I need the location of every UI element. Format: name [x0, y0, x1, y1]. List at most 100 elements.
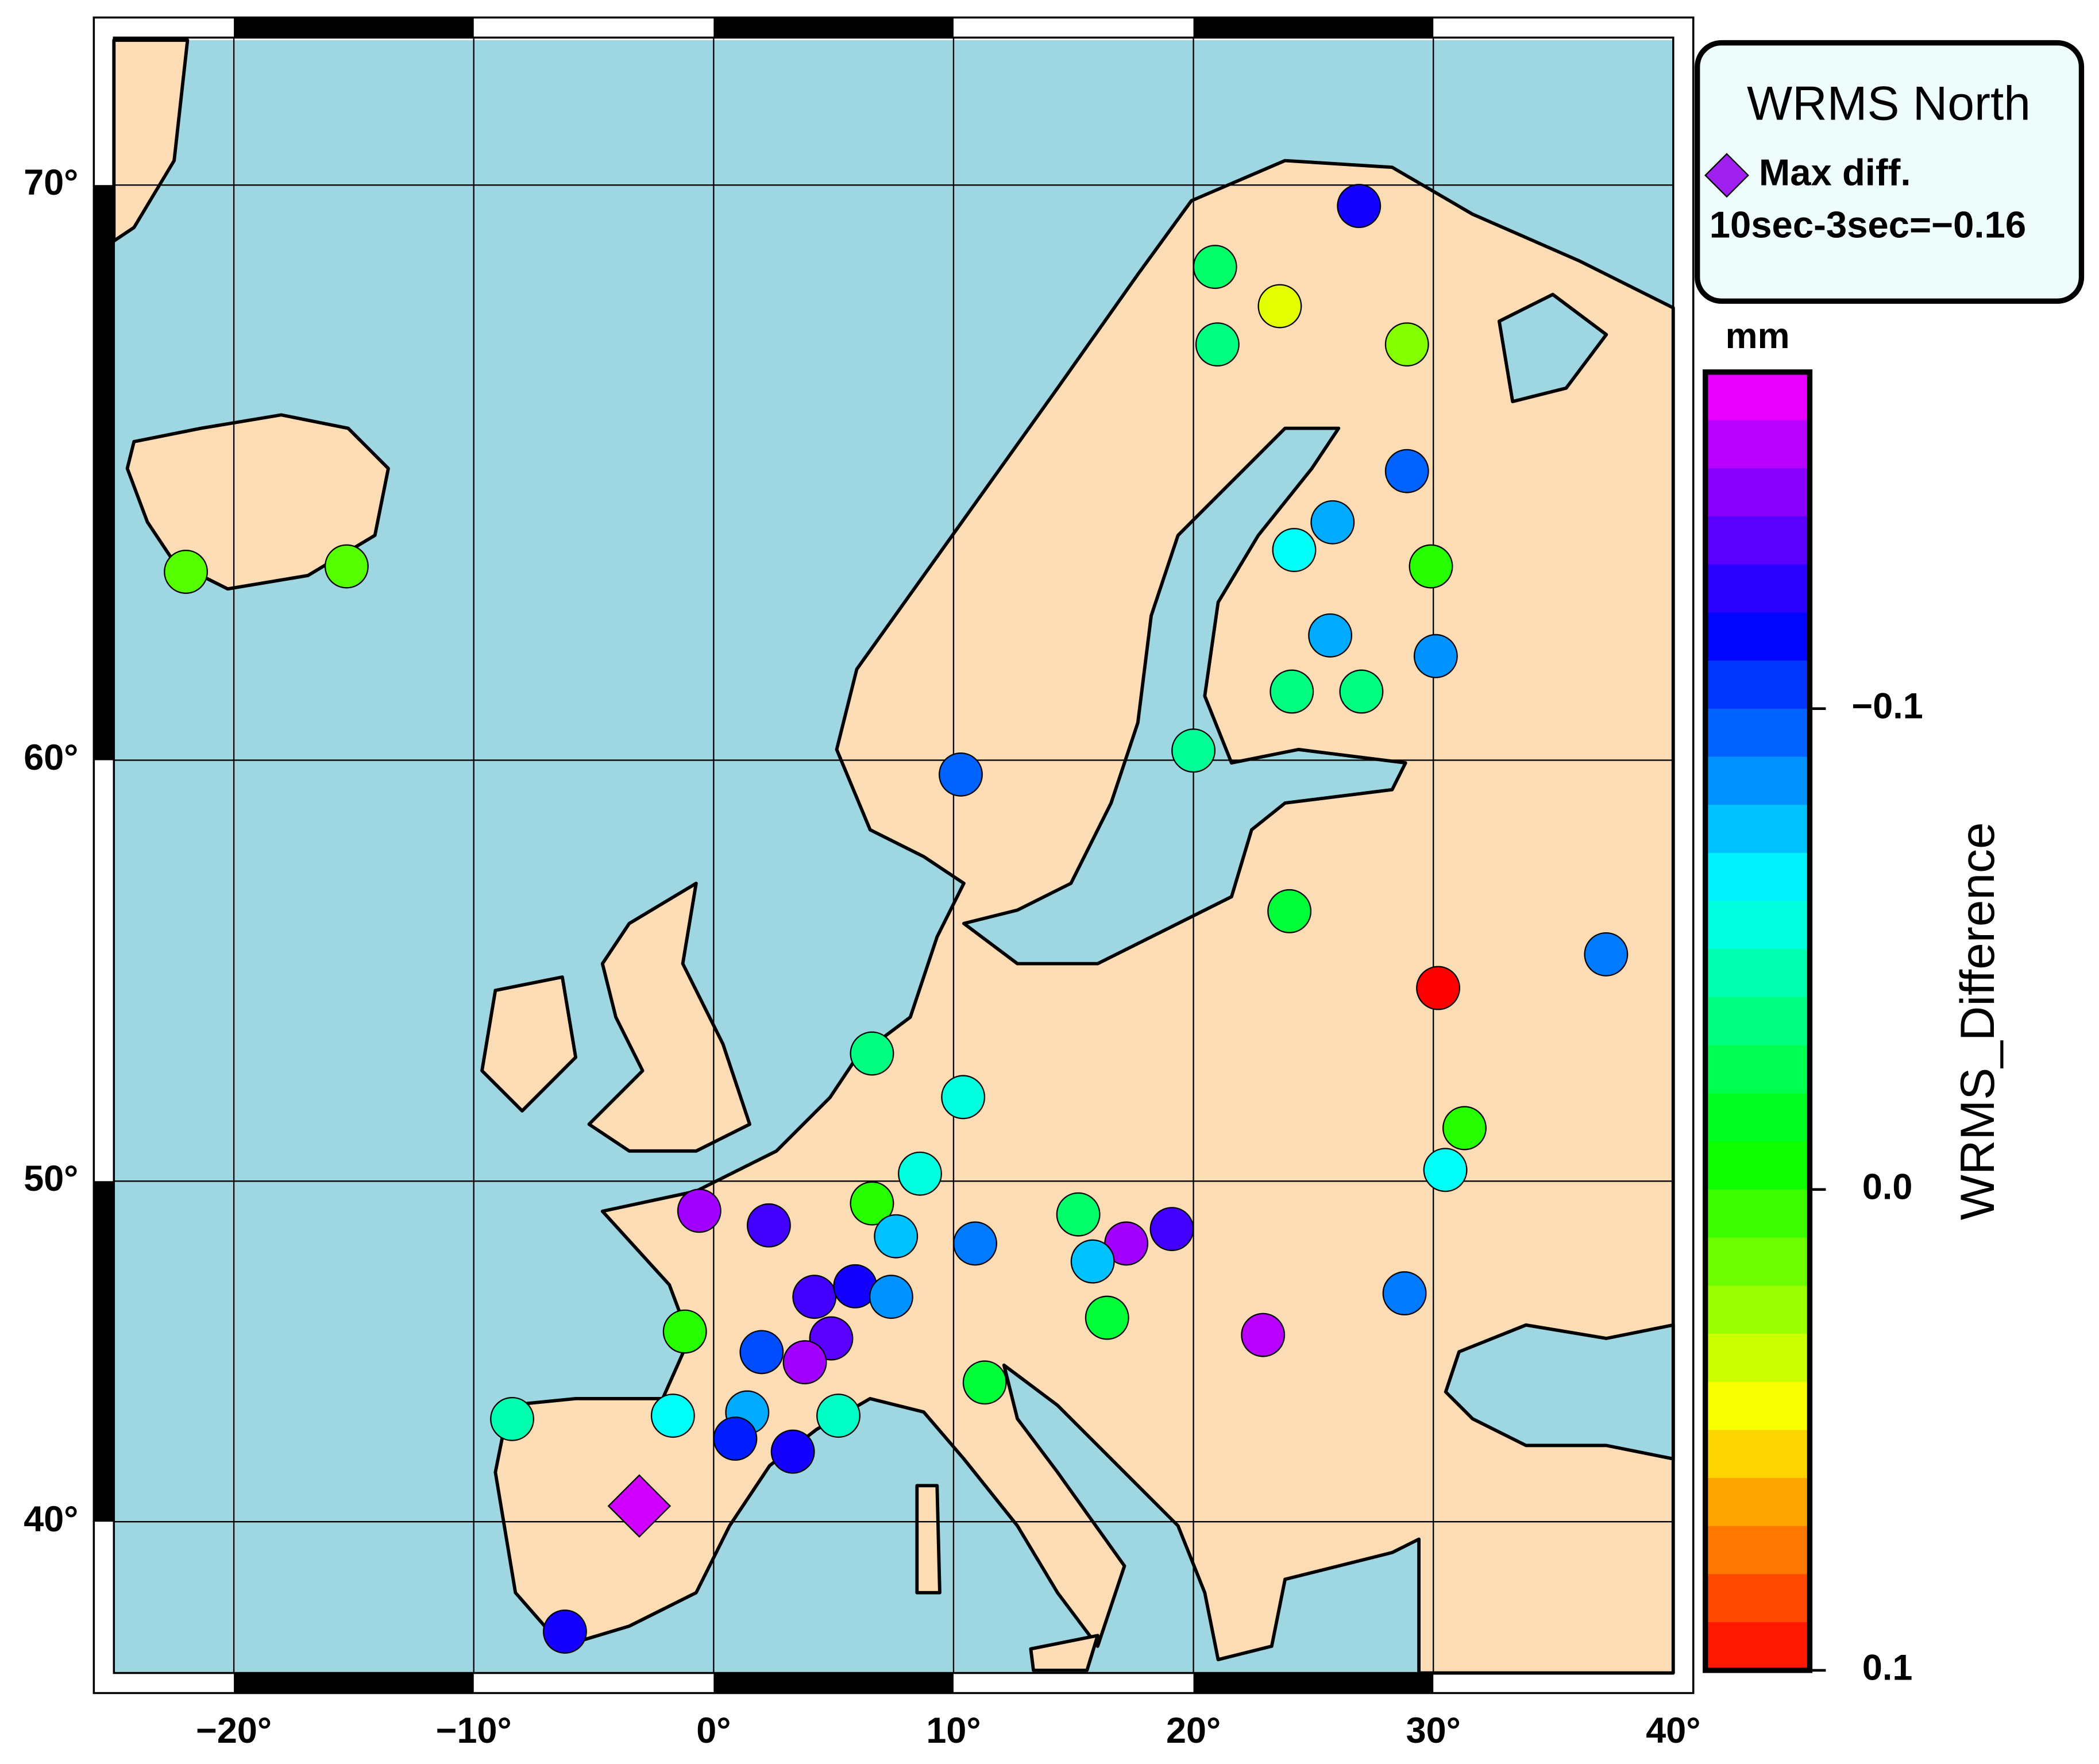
colorbar-step: [1705, 1045, 1810, 1094]
station: [1584, 932, 1629, 976]
station: [1384, 322, 1429, 367]
x-tick-label: 10°: [926, 1711, 981, 1751]
station: [650, 1394, 695, 1438]
x-tick-label: 40°: [1646, 1711, 1700, 1751]
station: [953, 1221, 997, 1266]
colorbar-step: [1705, 1286, 1810, 1335]
station: [869, 1275, 913, 1319]
station: [1270, 669, 1314, 714]
legend-diamond: [1704, 153, 1749, 198]
station: [1149, 1207, 1194, 1252]
station: [898, 1151, 942, 1196]
station: [770, 1429, 815, 1474]
station: [1339, 669, 1384, 714]
legend-title: WRMS North: [1747, 76, 2031, 130]
colorbar-step: [1705, 564, 1810, 613]
colorbar-step: [1705, 756, 1810, 806]
station: [662, 1309, 707, 1354]
black-sea: [1444, 1323, 1675, 1461]
landmass: [112, 38, 1675, 1675]
colorbar-label: WRMS_Difference: [1950, 822, 2004, 1220]
station: [1171, 728, 1216, 773]
station: [850, 1181, 894, 1226]
station: [1056, 1192, 1101, 1237]
station: [713, 1416, 758, 1461]
station: [850, 1031, 894, 1076]
colorbar-step: [1705, 1478, 1810, 1527]
station: [164, 550, 209, 594]
colorbar-step: [1705, 901, 1810, 950]
corsica-sardinia: [915, 1484, 942, 1595]
y-tick-label: 60°: [24, 738, 78, 778]
station: [324, 544, 369, 589]
legend-max-diff: Max diff.: [1759, 151, 1911, 193]
colorbar-step: [1705, 1526, 1810, 1575]
station: [939, 752, 983, 797]
baltic-sea: [962, 426, 1407, 966]
white-sea: [1497, 292, 1608, 403]
colorbar-step: [1705, 1333, 1810, 1383]
frame-band: [713, 1673, 954, 1693]
frame-band: [94, 185, 114, 761]
map-frame: −20° −10° 0° 10° 20° 30° 40° 40° 50° 60° 70°: [24, 16, 1700, 1751]
colorbar-step: [1705, 805, 1810, 854]
station: [677, 1188, 721, 1233]
legend-max-diff-text: 10sec-3sec=−0.16: [1710, 203, 2026, 245]
station: [1442, 1106, 1487, 1151]
colorbar-unit: mm: [1726, 316, 1790, 356]
station: [739, 1330, 784, 1375]
frame-band: [234, 1673, 474, 1693]
colorbar-step: [1705, 1622, 1810, 1672]
stations: [164, 184, 1629, 1654]
station: [1267, 889, 1312, 933]
colorbar-step: [1705, 997, 1810, 1046]
colorbar-step: [1705, 852, 1810, 902]
station: [1085, 1295, 1129, 1340]
sicily: [1029, 1634, 1099, 1672]
x-tick-label: 0°: [696, 1711, 731, 1751]
max-diff-diamond: [607, 1474, 672, 1538]
y-tick-label: 70°: [24, 163, 78, 203]
station: [1413, 634, 1458, 678]
x-tick-label: −20°: [196, 1711, 272, 1751]
colorbar-step: [1705, 516, 1810, 565]
station: [1272, 528, 1317, 572]
colorbar-step: [1705, 1430, 1810, 1479]
colorbar-step: [1705, 420, 1810, 469]
station: [874, 1214, 919, 1259]
frame-band: [1193, 1673, 1434, 1693]
x-tick-label: −10°: [436, 1711, 512, 1751]
station: [746, 1203, 791, 1248]
x-tick-label: 30°: [1406, 1711, 1461, 1751]
colorbar-tick-label: 0.1: [1862, 1648, 1912, 1688]
station: [962, 1360, 1007, 1405]
colorbar-step: [1705, 661, 1810, 709]
colorbar-tick-label: 0.0: [1862, 1167, 1912, 1207]
colorbar-step: [1705, 612, 1810, 662]
frame-band: [1193, 17, 1434, 38]
ireland: [480, 975, 578, 1113]
station: [816, 1394, 861, 1438]
colorbar: −0.1 0.0 0.1: [1703, 369, 1923, 1688]
station: [1337, 184, 1382, 229]
station: [1257, 284, 1302, 329]
station: [941, 1075, 986, 1120]
station: [1193, 245, 1237, 290]
station: [1310, 500, 1355, 545]
colorbar-step: [1705, 468, 1810, 518]
colorbar-step: [1705, 1093, 1810, 1142]
x-tick-label: 20°: [1166, 1711, 1221, 1751]
station: [1195, 322, 1240, 367]
frame-band: [234, 17, 474, 38]
colorbar-step: [1705, 1141, 1810, 1190]
station: [1070, 1239, 1115, 1284]
colorbar-step: [1705, 1381, 1810, 1431]
station: [792, 1275, 837, 1319]
colorbar-step: [1705, 1237, 1810, 1287]
station: [1382, 1271, 1427, 1316]
station: [1409, 544, 1453, 589]
colorbar-step: [1705, 1574, 1810, 1623]
colorbar-frame: [1703, 369, 1813, 1673]
station: [542, 1609, 587, 1654]
